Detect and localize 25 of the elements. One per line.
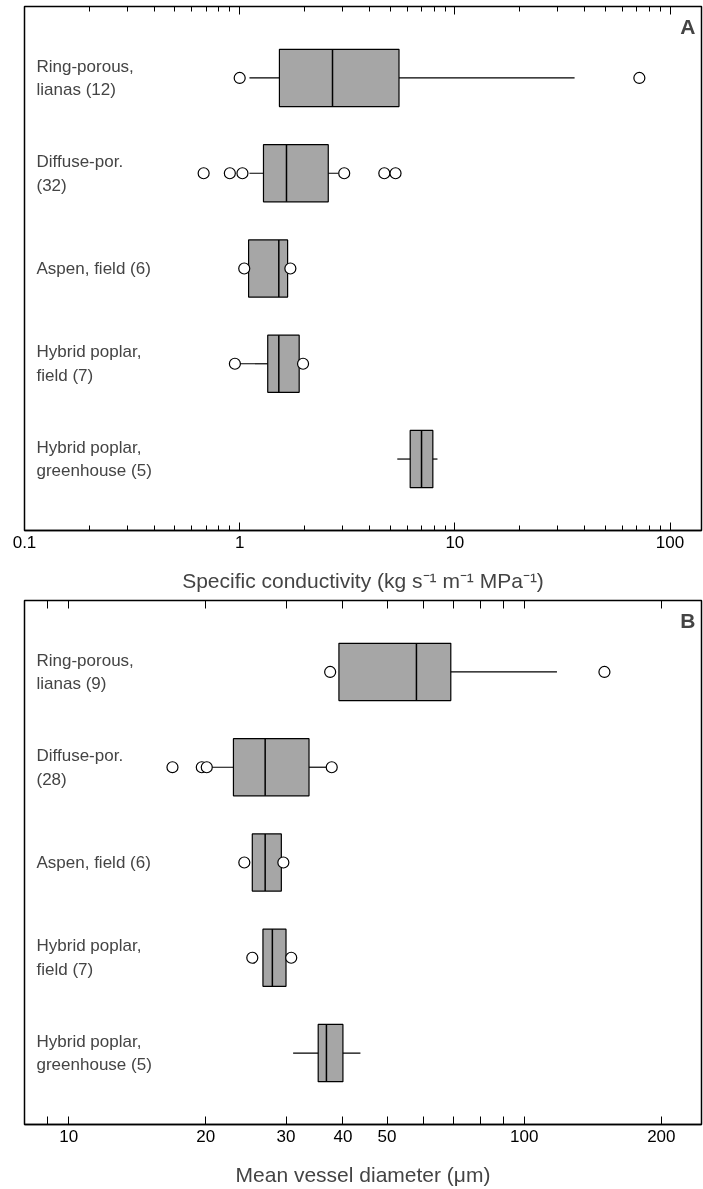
x-tick-label: 200	[647, 1126, 676, 1146]
x-tick-label: 10	[59, 1126, 79, 1146]
x-tick-label: 1	[234, 532, 245, 552]
y-tick-label: Diffuse-por. (28)	[36, 745, 124, 789]
y-tick-label: Diffuse-por. (32)	[36, 151, 124, 195]
x-tick-label: 20	[196, 1126, 216, 1146]
y-tick-label: Aspen, field (6)	[36, 259, 151, 278]
x-tick-label: 100	[510, 1126, 539, 1146]
x-tick-label: 10	[445, 532, 465, 552]
annotation: B	[680, 608, 696, 632]
y-tick-label: Ring-porous, lianas (12)	[36, 56, 134, 100]
x-tick-label: 50	[377, 1126, 397, 1146]
y-tick-label: Hybrid poplar, field (7)	[36, 342, 142, 386]
x-axis-title: Specific conductivity (kg s⁻¹ m⁻¹ MPa⁻¹)	[182, 568, 544, 592]
x-tick-label: 100	[655, 532, 685, 552]
y-tick-label: Hybrid poplar, greenhouse (5)	[36, 1031, 152, 1075]
y-tick-label: Ring-porous, lianas (9)	[36, 650, 134, 694]
y-tick-label: Aspen, field (6)	[36, 853, 151, 872]
x-tick-label: 30	[276, 1126, 296, 1146]
x-tick-label: 40	[333, 1126, 353, 1146]
x-axis-title: Mean vessel diameter (μm)	[235, 1162, 491, 1186]
annotation: A	[680, 14, 696, 38]
y-tick-label: Hybrid poplar, field (7)	[36, 936, 142, 980]
x-tick-label: 0.1	[12, 532, 37, 552]
y-tick-label: Hybrid poplar, greenhouse (5)	[36, 437, 152, 481]
